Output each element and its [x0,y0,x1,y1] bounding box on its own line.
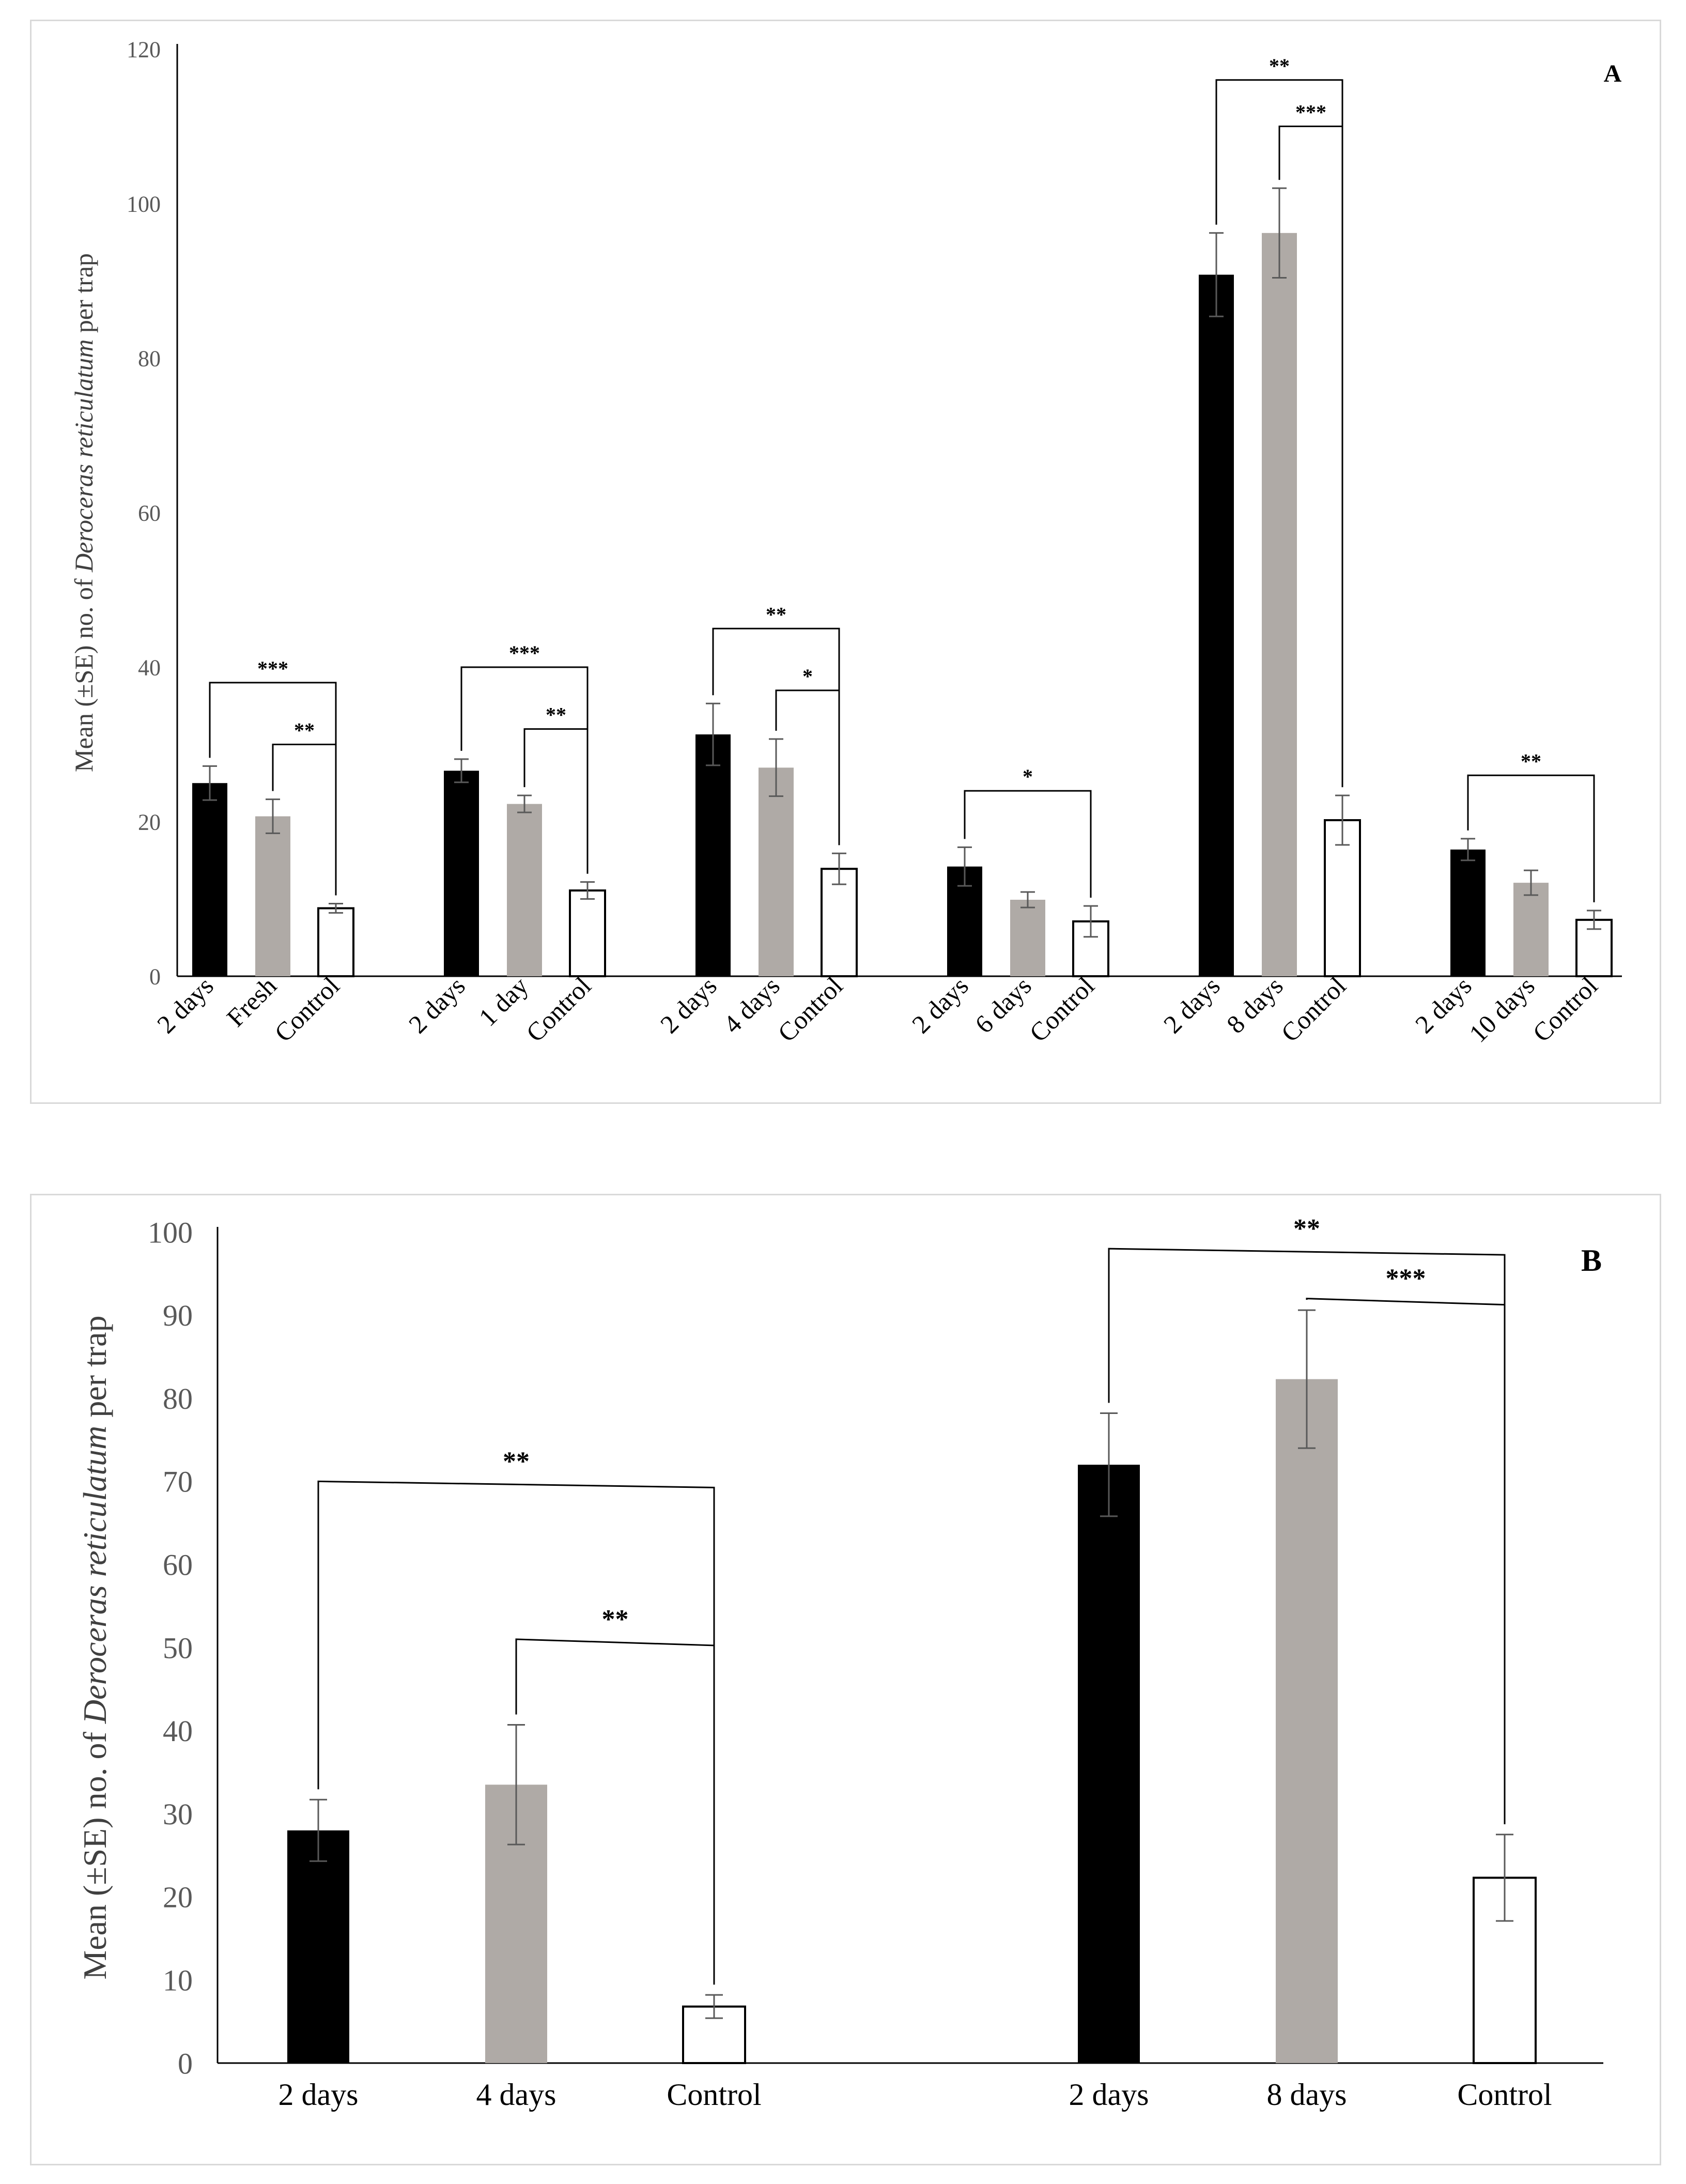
y-tick-label: 50 [163,1631,193,1665]
x-category-label: 2 days [151,971,219,1039]
y-tick-label: 40 [138,655,161,680]
y-tick-label: 60 [138,500,161,526]
y-tick-label: 20 [138,809,161,835]
y-tick-label: 90 [163,1299,193,1332]
significance-label: ** [1293,1214,1320,1243]
significance-bracket [523,728,589,874]
x-category-label: Control [667,2078,761,2112]
significance-label: ** [602,1605,629,1634]
bar [1450,849,1486,976]
significance-bracket [515,1638,715,1985]
bar [1262,233,1297,976]
bar [569,889,606,978]
significance-label: *** [509,641,540,665]
x-category-label: 8 days [1267,2078,1347,2112]
y-tick-label: 100 [148,1216,193,1249]
significance-label: ** [766,603,786,626]
x-category-label: Control [1024,971,1100,1048]
bar [317,907,354,977]
y-tick-label: 10 [163,1964,193,1997]
significance-bracket [964,790,1092,898]
bar [192,783,227,976]
significance-label: ** [1269,54,1290,78]
y-tick-label: 80 [138,346,161,371]
y-tick-label: 60 [163,1548,193,1582]
x-category-label: Control [520,971,597,1048]
significance-label: *** [257,657,288,680]
y-tick-label: 70 [163,1465,193,1499]
y-tick-label: 100 [127,191,161,217]
bar [695,734,731,976]
x-category-label: Control [269,971,345,1048]
significance-label: *** [1386,1264,1426,1294]
x-category-label: Control [772,971,848,1048]
chart-panel-b: 0 10 20 30 40 50 60 70 80 90 100 Mean (±SE) no. of … [30,1194,1661,2165]
chart-panel-a: 0 20 40 60 80 100 120 Mean (±SE) no. of Derocer… [30,20,1661,1104]
x-category-label: 10 days [1463,971,1540,1048]
y-axis-label-part: Deroceras reticulatum [69,340,98,573]
bar [1199,274,1234,976]
y-axis-label-part: Mean (±SE) no. of [69,572,98,772]
x-category-label: 2 days [655,971,722,1039]
y-tick-label: 80 [163,1382,193,1416]
significance-label: ** [546,703,566,727]
y-axis-label-part: Deroceras reticulatum [76,1426,113,1724]
bar [507,804,542,976]
x-category-label: 2 days [1158,971,1226,1039]
y-axis-label-part: per trap [76,1315,113,1425]
y-tick-label: 40 [163,1714,193,1748]
significance-bracket [1467,774,1595,902]
bar [1513,883,1549,976]
y-tick-label: 120 [127,37,161,62]
y-axis-label-part: per trap [69,253,98,340]
x-category-label: 4 days [476,2078,556,2112]
significance-label: * [802,665,813,688]
y-tick-label: 0 [178,2047,193,2080]
x-category-label: Control [1527,971,1603,1048]
bar [1010,899,1045,976]
bar [255,816,290,976]
y-axis-label: Mean (±SE) no. of Deroceras reticulatum … [76,1315,113,1979]
significance-label: ** [294,719,315,742]
x-category-label: 2 days [906,971,974,1039]
bar [444,771,479,976]
x-category-label: 2 days [279,2078,359,2112]
significance-bracket [775,689,840,845]
x-category-label: 2 days [403,971,471,1039]
y-axis-label: Mean (±SE) no. of Deroceras reticulatum … [69,253,98,772]
x-category-label: Control [1457,2078,1552,2112]
chart-b-svg: 0 10 20 30 40 50 60 70 80 90 100 Mean (±SE) no. of … [76,1214,1603,2112]
bar [287,1830,349,2063]
y-tick-label: 0 [149,964,161,989]
significance-bracket [1306,1298,1506,1824]
significance-label: ** [1521,749,1541,773]
bar [1078,1465,1140,2063]
x-category-label: 2 days [1069,2078,1149,2112]
y-axis-label-part: Mean (±SE) no. of [76,1724,113,1979]
significance-label: *** [1295,101,1326,124]
bar [759,767,794,976]
y-tick-label: 30 [163,1797,193,1831]
panel-label: B [1581,1243,1602,1278]
significance-label: ** [503,1447,530,1476]
panel-label: A [1604,60,1622,87]
chart-a-svg: 0 20 40 60 80 100 120 Mean (±SE) no. of Derocer… [69,37,1622,1048]
significance-label: * [1023,765,1033,788]
significance-bracket [1278,126,1343,788]
y-tick-label: 20 [163,1881,193,1914]
x-category-label: Control [1275,971,1352,1048]
significance-bracket [272,744,337,896]
bar [1276,1379,1338,2063]
